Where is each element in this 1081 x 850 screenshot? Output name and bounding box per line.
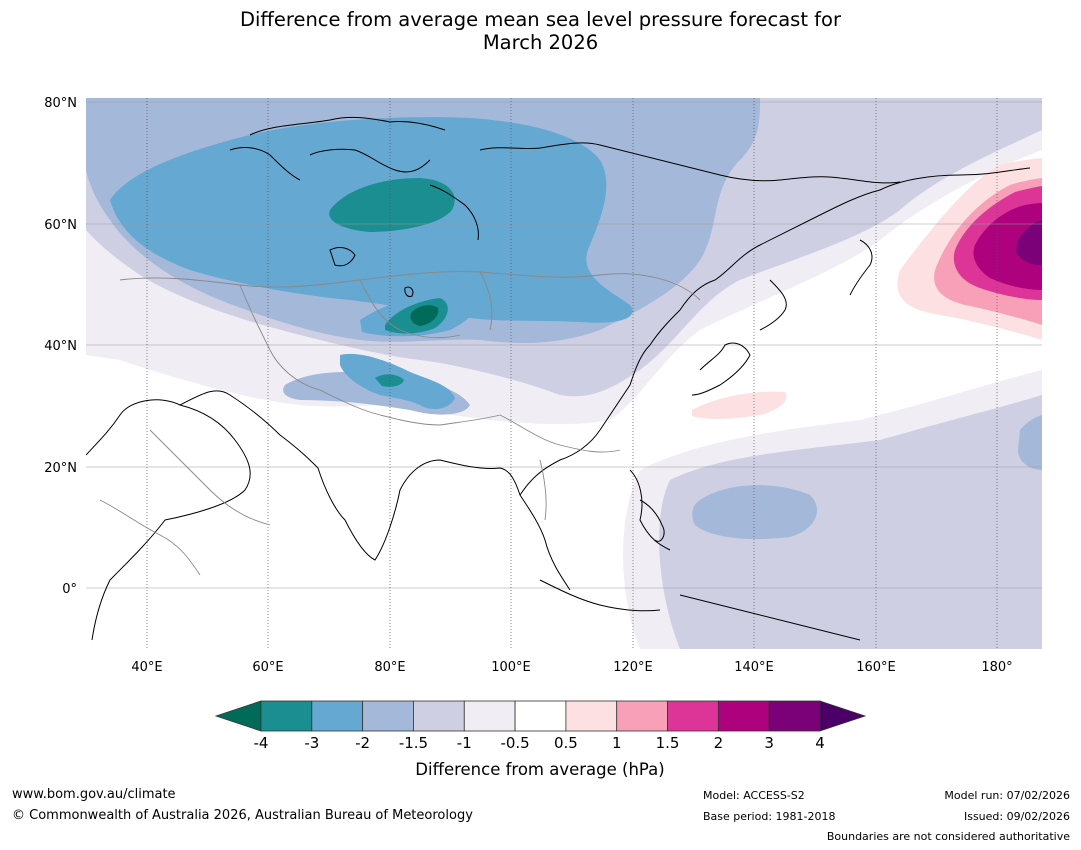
colorbar-tick-label: -4 <box>254 734 269 752</box>
lon-tick-label: 80°E <box>374 660 405 675</box>
colorbar-tick-labels: -4 -3 -2 -1.5 -1 -0.5 0.5 1 1.5 2 3 4 <box>254 734 825 752</box>
pressure-anomaly-field <box>86 98 1042 649</box>
model-text: Model: ACCESS-S2 <box>703 789 805 802</box>
lon-tick-label: 180° <box>981 660 1012 675</box>
colorbar-segment <box>413 700 465 732</box>
lat-tick-label: 60°N <box>44 218 77 233</box>
colorbar-segment <box>311 700 364 732</box>
contour-minus-1-5-east <box>1018 415 1042 470</box>
contour-plus-2 <box>973 203 1042 290</box>
coastlines <box>86 116 1031 641</box>
colorbar-tick-label: -2 <box>355 734 370 752</box>
latitude-tick-labels: 80°N 60°N 40°N 20°N 0° <box>44 96 77 597</box>
colorbar-under-arrow <box>214 700 262 732</box>
colorbar-tick-label: -1 <box>457 734 472 752</box>
colorbar-tick-label: 0.5 <box>554 734 578 752</box>
colorbar-over-arrow <box>819 700 867 732</box>
lon-tick-label: 100°E <box>491 660 531 675</box>
colorbar-label: Difference from average (hPa) <box>415 760 664 779</box>
contour-plus-3 <box>1016 220 1042 266</box>
lon-tick-label: 120°E <box>613 660 653 675</box>
colorbar-segment <box>768 700 821 732</box>
contour-minus-1-5-pacific <box>692 485 818 540</box>
lat-tick-label: 20°N <box>44 461 77 476</box>
model-run-text: Model run: 07/02/2026 <box>944 789 1070 802</box>
colorbar-segment <box>362 700 414 732</box>
title-line-2: March 2026 <box>482 31 599 54</box>
colorbar-segment <box>463 700 516 732</box>
lon-tick-label: 140°E <box>734 660 774 675</box>
colorbar-tick-label: -0.5 <box>500 734 529 752</box>
chart-title: Difference from average mean sea level p… <box>0 8 1081 54</box>
lat-tick-label: 80°N <box>44 96 77 111</box>
colorbar-segment <box>717 700 770 732</box>
colorbar-tick-label: 3 <box>764 734 774 752</box>
lon-tick-label: 60°E <box>252 660 283 675</box>
lon-tick-label: 160°E <box>856 660 896 675</box>
meridians <box>146 98 998 649</box>
colorbar-tick-label: 1 <box>612 734 622 752</box>
colorbar-tick-label: 1.5 <box>656 734 680 752</box>
colorbar-segment <box>514 700 567 732</box>
disclaimer-text: Boundaries are not considered authoritat… <box>826 830 1070 843</box>
contour-minus-3 <box>329 178 455 232</box>
lat-tick-label: 0° <box>62 582 77 597</box>
lat-tick-label: 40°N <box>44 339 77 354</box>
colorbar-segment <box>667 700 719 732</box>
colorbar-tick-label: -3 <box>304 734 319 752</box>
title-line-1: Difference from average mean sea level p… <box>240 8 841 31</box>
longitude-tick-labels: 40°E 60°E 80°E 100°E 120°E 140°E 160°E 1… <box>131 660 1012 675</box>
issued-text: Issued: 09/02/2026 <box>963 810 1070 823</box>
contour-minus-3-tibet <box>375 374 404 387</box>
colorbar-tick-label: 4 <box>815 734 825 752</box>
contour-minus-1-pacific <box>659 395 1042 649</box>
colorbar-tick-label: 2 <box>714 734 724 752</box>
colorbar-segment <box>260 700 313 732</box>
contour-minus-4 <box>410 305 439 326</box>
copyright-text: © Commonwealth of Australia 2026, Austra… <box>12 808 473 823</box>
colorbar-segment <box>565 700 618 732</box>
gridlines <box>86 101 1042 589</box>
colorbar <box>214 700 867 732</box>
contour-plus-0-5-japan <box>692 391 787 419</box>
country-boundaries <box>99 271 701 576</box>
lon-tick-label: 40°E <box>131 660 162 675</box>
colorbar-segment <box>616 700 668 732</box>
base-period-text: Base period: 1981-2018 <box>703 810 836 823</box>
colorbar-tick-label: -1.5 <box>399 734 428 752</box>
website-link[interactable]: www.bom.gov.au/climate <box>12 787 176 802</box>
